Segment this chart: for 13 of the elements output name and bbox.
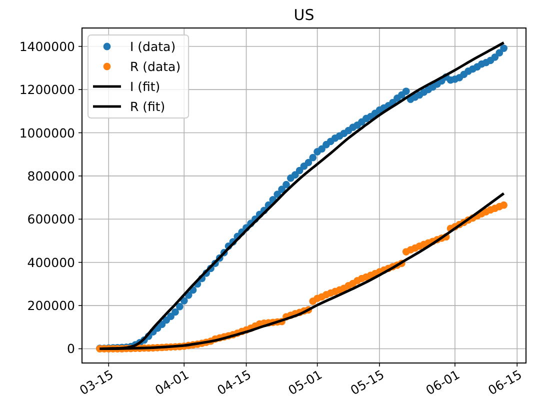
y-tick-label: 1400000 [19, 38, 76, 54]
y-tick-label: 200000 [27, 298, 76, 314]
y-tick-label: 1000000 [19, 125, 76, 140]
y-tick-label: 0 [67, 341, 76, 356]
legend-label: R (data) [130, 59, 181, 74]
y-tick-label: 400000 [27, 254, 76, 270]
y-tick-label: 600000 [27, 212, 76, 227]
y-tick-label: 1200000 [19, 82, 76, 98]
chart-title: US [294, 6, 314, 24]
y-tick-label: 800000 [27, 168, 76, 184]
legend-label: I (data) [130, 39, 176, 54]
legend-label: I (fit) [130, 79, 160, 94]
legend-label: R (fit) [130, 99, 166, 114]
